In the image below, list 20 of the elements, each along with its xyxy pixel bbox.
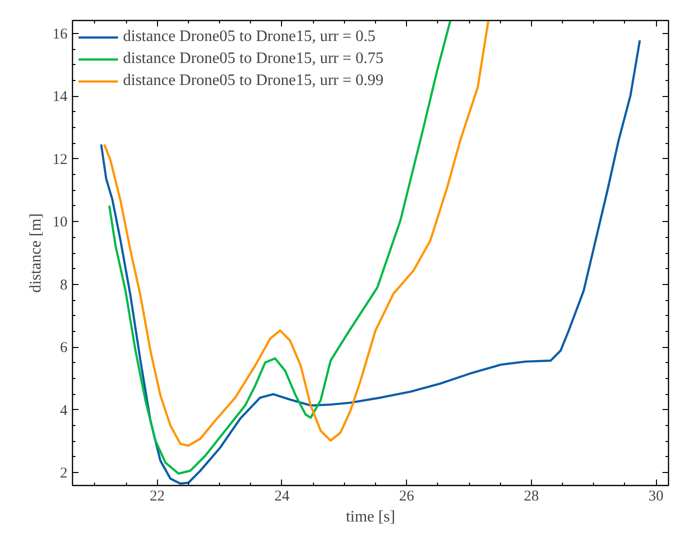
y-tick-label: 10 [52,214,68,231]
legend-label: distance Drone05 to Drone15, urr = 0.75 [123,49,384,69]
line-series [103,20,490,447]
x-tick-label: 28 [524,488,539,504]
x-tick-label: 22 [150,488,165,504]
x-tick-label: 24 [274,488,290,504]
line-series [108,20,452,475]
y-tick-label: 2 [60,466,68,482]
y-tick-label: 12 [52,152,68,168]
y-tick-label: 8 [60,277,68,294]
x-axis-title: time [s] [346,508,396,526]
y-tick-label: 4 [60,402,68,419]
y-axis-title: distance [m] [28,213,44,293]
legend-label: distance Drone05 to Drone15, urr = 0.5 [123,27,376,47]
x-tick-label: 26 [399,488,415,504]
y-tick-label: 6 [60,340,68,356]
legend-label: distance Drone05 to Drone15, urr = 0.99 [123,71,384,91]
y-tick-label: 14 [52,89,68,106]
x-tick-label: 30 [648,488,664,504]
y-tick-label: 16 [52,26,68,42]
